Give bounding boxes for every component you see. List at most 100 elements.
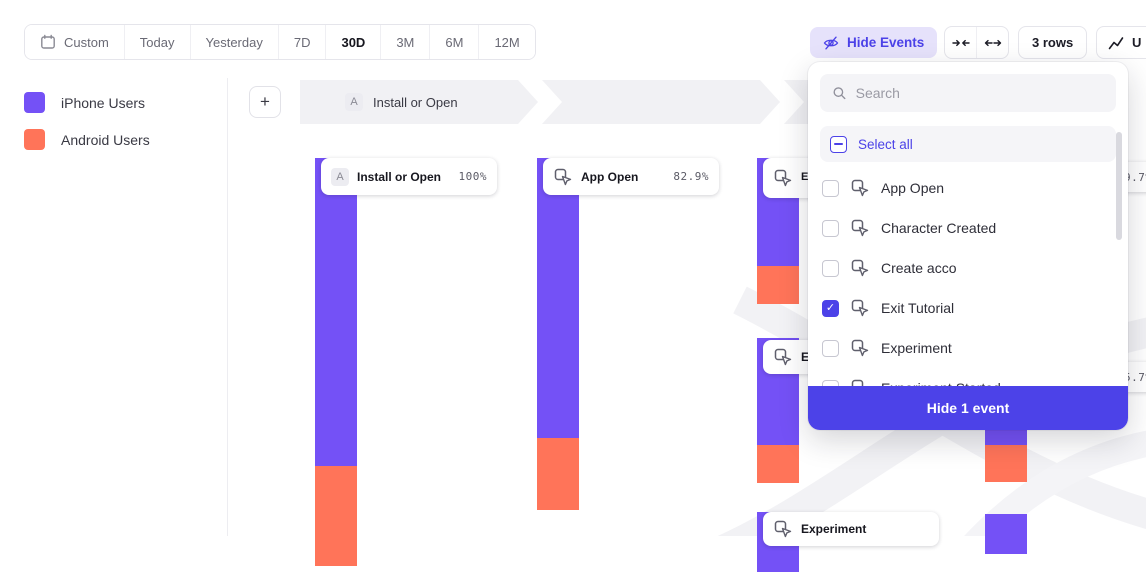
event-icon [850,178,870,198]
event-icon [773,347,793,367]
select-all-checkbox[interactable] [830,135,847,153]
bar-segment-android[interactable] [537,438,579,510]
checkbox-unchecked[interactable] [822,259,839,277]
bar-segment-android[interactable] [757,445,799,483]
step-title: App Open [581,169,639,184]
iphone-users-swatch [24,92,45,113]
event-option-label: Exit Tutorial [881,300,955,316]
funnel-bar-row3-b[interactable] [985,514,1027,554]
legend-label: iPhone Users [61,94,146,111]
checkbox-checked[interactable] [822,299,839,317]
event-option-label: Experiment Started [881,380,1001,388]
step-type-badge: A [345,93,363,111]
checkbox-unchecked[interactable] [822,179,839,197]
date-range-label: 3M [396,34,415,50]
chart-type-button[interactable]: U [1096,26,1146,59]
date-range-30d[interactable]: 30D [326,25,382,59]
rows-count-button[interactable]: 3 rows [1018,26,1088,59]
event-option-label: App Open [881,180,945,196]
date-range-today[interactable]: Today [124,25,191,59]
date-range-label: Yesterday [205,34,263,50]
eye-off-icon [823,35,839,51]
funnel-bar-step-2[interactable] [537,158,579,510]
step-title: Install or Open [357,169,442,184]
add-step-button[interactable] [249,86,281,118]
android-users-swatch [24,129,45,150]
panel-scrollbar-thumb[interactable] [1116,132,1122,240]
event-option-exit-tutorial[interactable]: Exit Tutorial [808,288,1128,328]
date-range-label: 12M [494,34,520,50]
event-option-create-acco[interactable]: Create acco [808,248,1128,288]
bar-segment-android[interactable] [757,266,799,304]
event-options-list: App Open Character Created Create acco E… [808,168,1128,388]
event-option-label: Create acco [881,260,957,276]
event-icon [553,167,573,187]
event-option-experiment-started[interactable]: Experiment Started [808,368,1128,388]
legend-label: Android Users [61,131,150,148]
search-icon [832,85,847,101]
event-icon [850,218,870,238]
event-option-experiment[interactable]: Experiment [808,328,1128,368]
step-percent: 100% [458,170,487,183]
event-search-input[interactable] [855,85,1104,101]
banner-step-text: Install or Open [373,94,458,110]
step-percent: 82.9% [673,170,709,183]
bar-segment-iphone[interactable] [315,158,357,466]
event-icon [773,519,793,539]
column-width-controls [944,26,1009,59]
event-search-box [820,74,1116,112]
bar-segment-android[interactable] [315,466,357,566]
hide-events-label: Hide Events [847,35,925,50]
rows-count-label: 3 rows [1032,35,1074,50]
step-card-app-open[interactable]: App Open 82.9% [543,158,719,195]
event-icon [850,338,870,358]
event-option-character-created[interactable]: Character Created [808,208,1128,248]
legend-item-android-users[interactable]: Android Users [24,129,150,150]
date-range-custom[interactable]: Custom [25,25,125,59]
bar-segment-iphone[interactable] [985,514,1027,554]
sidebar-divider [227,78,228,536]
select-all-label: Select all [858,136,913,152]
step-title: Experiment [801,522,867,536]
banner-step-label: A Install or Open [345,80,458,124]
funnel-bar-step-1[interactable] [315,158,357,566]
funnel-step-banner-1[interactable] [300,80,538,124]
step-type-badge: A [331,167,349,186]
select-all-row[interactable]: Select all [820,126,1116,162]
event-option-label: Experiment [881,340,952,356]
hide-selected-events-button[interactable]: Hide 1 event [808,386,1128,430]
line-chart-icon [1108,35,1124,51]
step-card-row3[interactable]: Experiment [763,512,939,546]
date-range-label: 6M [445,34,464,50]
funnel-step-banner-2[interactable] [542,80,780,124]
event-option-app-open[interactable]: App Open [808,168,1128,208]
event-icon [850,298,870,318]
checkbox-unchecked[interactable] [822,219,839,237]
bar-segment-android[interactable] [985,445,1027,482]
button-divider [976,27,977,58]
hide-events-panel: Select all App Open Character Created Cr… [808,62,1128,430]
date-range-7d[interactable]: 7D [278,25,327,59]
date-range-3m[interactable]: 3M [381,25,431,59]
step-percent: 5.7% [1124,370,1146,384]
checkbox-unchecked[interactable] [822,339,839,357]
collapse-columns-button[interactable] [945,27,976,58]
date-range-selector: Custom Today Yesterday 7D 30D 3M 6M 12M [24,24,536,60]
date-range-label: Custom [64,34,109,50]
date-range-label: Today [139,34,175,50]
date-range-label: 30D [341,34,366,50]
hide-events-button[interactable]: Hide Events [810,27,938,58]
expand-arrows-icon [984,37,1002,49]
step-card-install-or-open[interactable]: A Install or Open 100% [321,158,497,195]
event-icon [850,258,870,278]
date-range-6m[interactable]: 6M [430,25,480,59]
step-percent: 9.7% [1124,170,1146,184]
date-range-12m[interactable]: 12M [479,25,535,59]
legend-item-iphone-users[interactable]: iPhone Users [24,92,145,113]
date-range-yesterday[interactable]: Yesterday [190,25,279,59]
checkbox-unchecked[interactable] [822,379,839,388]
collapse-arrows-icon [952,37,970,49]
expand-columns-button[interactable] [977,27,1008,58]
bar-segment-iphone[interactable] [537,158,579,438]
date-range-label: 7D [293,34,311,50]
